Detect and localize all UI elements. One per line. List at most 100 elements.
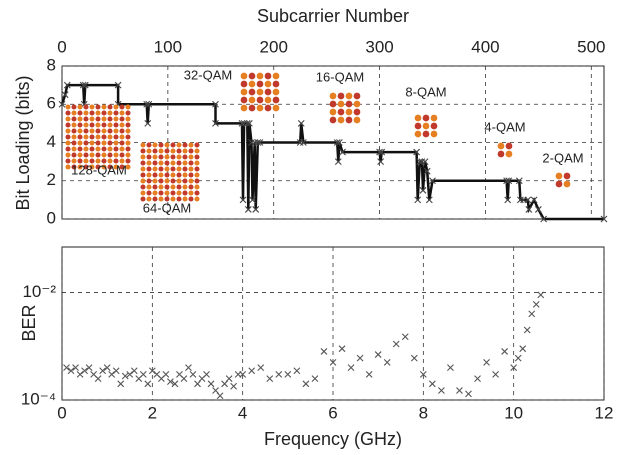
annotation: 2-QAM: [542, 150, 583, 165]
constellation-dot: [158, 142, 163, 147]
constellation-dot: [164, 190, 169, 195]
constellation-dot: [152, 142, 157, 147]
constellation-dot: [257, 89, 264, 96]
constellation-dot: [125, 140, 130, 145]
x-axis-title: Frequency (GHz): [264, 429, 402, 449]
constellation-dot: [101, 116, 106, 121]
constellation-dot: [95, 122, 100, 127]
constellation-dot: [338, 109, 345, 116]
x-tick-label: 300: [365, 37, 393, 56]
constellation-dot: [65, 164, 70, 169]
constellation-dot: [176, 190, 181, 195]
y-tick-label: 0: [47, 208, 56, 227]
constellation-dot: [241, 97, 248, 104]
constellation-dot: [194, 142, 199, 147]
constellation-dot: [164, 172, 169, 177]
y-tick-label: 6: [47, 94, 56, 113]
constellation-dot: [107, 140, 112, 145]
constellation-dot: [265, 81, 272, 88]
constellation-dot: [65, 122, 70, 127]
constellation-dot: [241, 105, 248, 112]
constellation-dot: [152, 148, 157, 153]
constellation-dot: [194, 154, 199, 159]
constellation-dot: [89, 140, 94, 145]
constellation-dot: [146, 148, 151, 153]
constellation-dot: [506, 143, 513, 150]
constellation-dot: [265, 105, 272, 112]
constellation-dot: [182, 142, 187, 147]
constellation-dot: [107, 116, 112, 121]
constellation-dot: [71, 104, 76, 109]
constellation-dot: [249, 89, 256, 96]
constellation-dot: [188, 142, 193, 147]
constellation-dot: [71, 116, 76, 121]
constellation-dot: [95, 152, 100, 157]
constellation-dot: [140, 154, 145, 159]
constellation-dot: [170, 166, 175, 171]
constellation-dot: [65, 158, 70, 163]
constellation-dot: [101, 110, 106, 115]
y-tick-label: 10⁻⁴: [21, 389, 56, 408]
constellation-dot: [113, 110, 118, 115]
constellation-dot: [140, 172, 145, 177]
constellation-dot: [107, 146, 112, 151]
constellation-dot: [194, 172, 199, 177]
constellation-dot: [257, 97, 264, 104]
constellation-dot: [125, 116, 130, 121]
constellation-dot: [176, 172, 181, 177]
annotation: 4-QAM: [484, 119, 525, 134]
constellation-dot: [77, 104, 82, 109]
constellation-dot: [119, 128, 124, 133]
constellation-dot: [182, 178, 187, 183]
x-tick-label: 100: [154, 37, 182, 56]
constellation-dot: [415, 115, 422, 122]
y-tick-label: 2: [47, 170, 56, 189]
constellation-dot: [119, 140, 124, 145]
constellation-dot: [194, 166, 199, 171]
constellation-dot: [170, 142, 175, 147]
constellation-dot: [140, 178, 145, 183]
constellation-dot: [431, 123, 438, 130]
constellation-dot: [113, 146, 118, 151]
constellation-dot: [423, 115, 430, 122]
constellation-dot: [188, 154, 193, 159]
constellation-dot: [152, 160, 157, 165]
constellation-dot: [182, 172, 187, 177]
constellation-dot: [346, 93, 353, 100]
constellation-dot: [354, 101, 361, 108]
constellation-dot: [176, 166, 181, 171]
y-axis-title: Bit Loading (bits): [13, 75, 33, 210]
constellation-dot: [119, 110, 124, 115]
constellation-dot: [65, 128, 70, 133]
constellation-dot: [95, 104, 100, 109]
constellation-dot: [77, 134, 82, 139]
constellation-dot: [182, 148, 187, 153]
constellation-dot: [338, 117, 345, 124]
constellation-dot: [89, 122, 94, 127]
constellation-dot: [113, 140, 118, 145]
constellation-dot: [273, 97, 280, 104]
constellation-dot: [146, 160, 151, 165]
x-tick-label: 0: [57, 403, 66, 422]
constellation-dot: [158, 166, 163, 171]
constellation-dot: [65, 152, 70, 157]
constellation-dot: [182, 160, 187, 165]
constellation-dot: [113, 134, 118, 139]
constellation-dot: [125, 128, 130, 133]
constellation-dot: [158, 154, 163, 159]
constellation-dot: [146, 142, 151, 147]
constellation-dot: [176, 160, 181, 165]
constellation-dot: [498, 143, 505, 150]
constellation-dot: [415, 131, 422, 138]
constellation-dot: [113, 104, 118, 109]
constellation-dot: [65, 104, 70, 109]
constellation-dot: [346, 109, 353, 116]
constellation-dot: [107, 128, 112, 133]
constellation-dot: [95, 116, 100, 121]
constellation-dot: [431, 115, 438, 122]
constellation-dot: [101, 128, 106, 133]
constellation-dot: [194, 184, 199, 189]
constellation-dot: [107, 104, 112, 109]
constellation-dot: [83, 146, 88, 151]
constellation-dot: [71, 122, 76, 127]
